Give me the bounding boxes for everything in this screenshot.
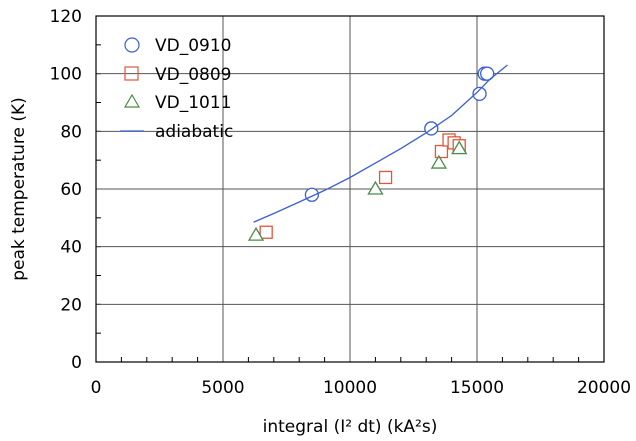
y-tick-label: 40 <box>60 238 82 258</box>
y-axis-title: peak temperature (K) <box>9 97 29 281</box>
legend-label-vd0910: VD_0910 <box>155 36 231 56</box>
x-axis-title: integral (I² dt) (kA²s) <box>263 417 438 437</box>
adiabatic-line <box>253 64 508 223</box>
data-point-square <box>434 144 449 159</box>
x-tick-label: 15000 <box>450 378 504 398</box>
y-tick-label: 100 <box>50 65 82 85</box>
x-tick-label: 5000 <box>201 378 244 398</box>
x-tick-label: 20000 <box>577 378 631 398</box>
legend-label-vd0809: VD_0809 <box>155 65 231 85</box>
y-tick-labels: 0 20 40 60 80 100 120 <box>50 7 82 373</box>
data-point-circle <box>480 66 495 81</box>
x-tick-label: 10000 <box>323 378 377 398</box>
y-tick-label: 120 <box>50 7 82 27</box>
data-point-circle <box>472 86 487 101</box>
data-point-triangle <box>451 140 468 155</box>
data-point-triangle <box>430 154 448 169</box>
data-point-square <box>378 170 393 185</box>
plot-frame <box>95 15 605 363</box>
x-tick-labels: 0 5000 10000 15000 20000 <box>91 378 631 398</box>
grid-lines <box>96 16 604 362</box>
series-vd1011 <box>247 140 468 241</box>
legend: VD_0910 VD_0809 VD_1011 adiabatic <box>120 36 233 142</box>
legend-marker-vd1011 <box>123 93 141 108</box>
x-tick-label: 0 <box>91 378 102 398</box>
legend-marker-vd0910 <box>124 37 140 53</box>
legend-label-vd1011: VD_1011 <box>155 93 231 113</box>
data-point-triangle <box>367 180 384 195</box>
y-tick-label: 80 <box>60 122 82 142</box>
series-adiabatic <box>253 64 508 223</box>
legend-label-adiabatic: adiabatic <box>155 122 233 142</box>
data-series <box>247 64 508 241</box>
y-tick-label: 20 <box>60 295 82 315</box>
data-point-triangle <box>247 226 265 241</box>
data-point-square <box>259 225 273 239</box>
y-tick-label: 0 <box>71 353 82 373</box>
legend-marker-vd0809 <box>124 66 139 81</box>
y-tick-label: 60 <box>60 180 82 200</box>
